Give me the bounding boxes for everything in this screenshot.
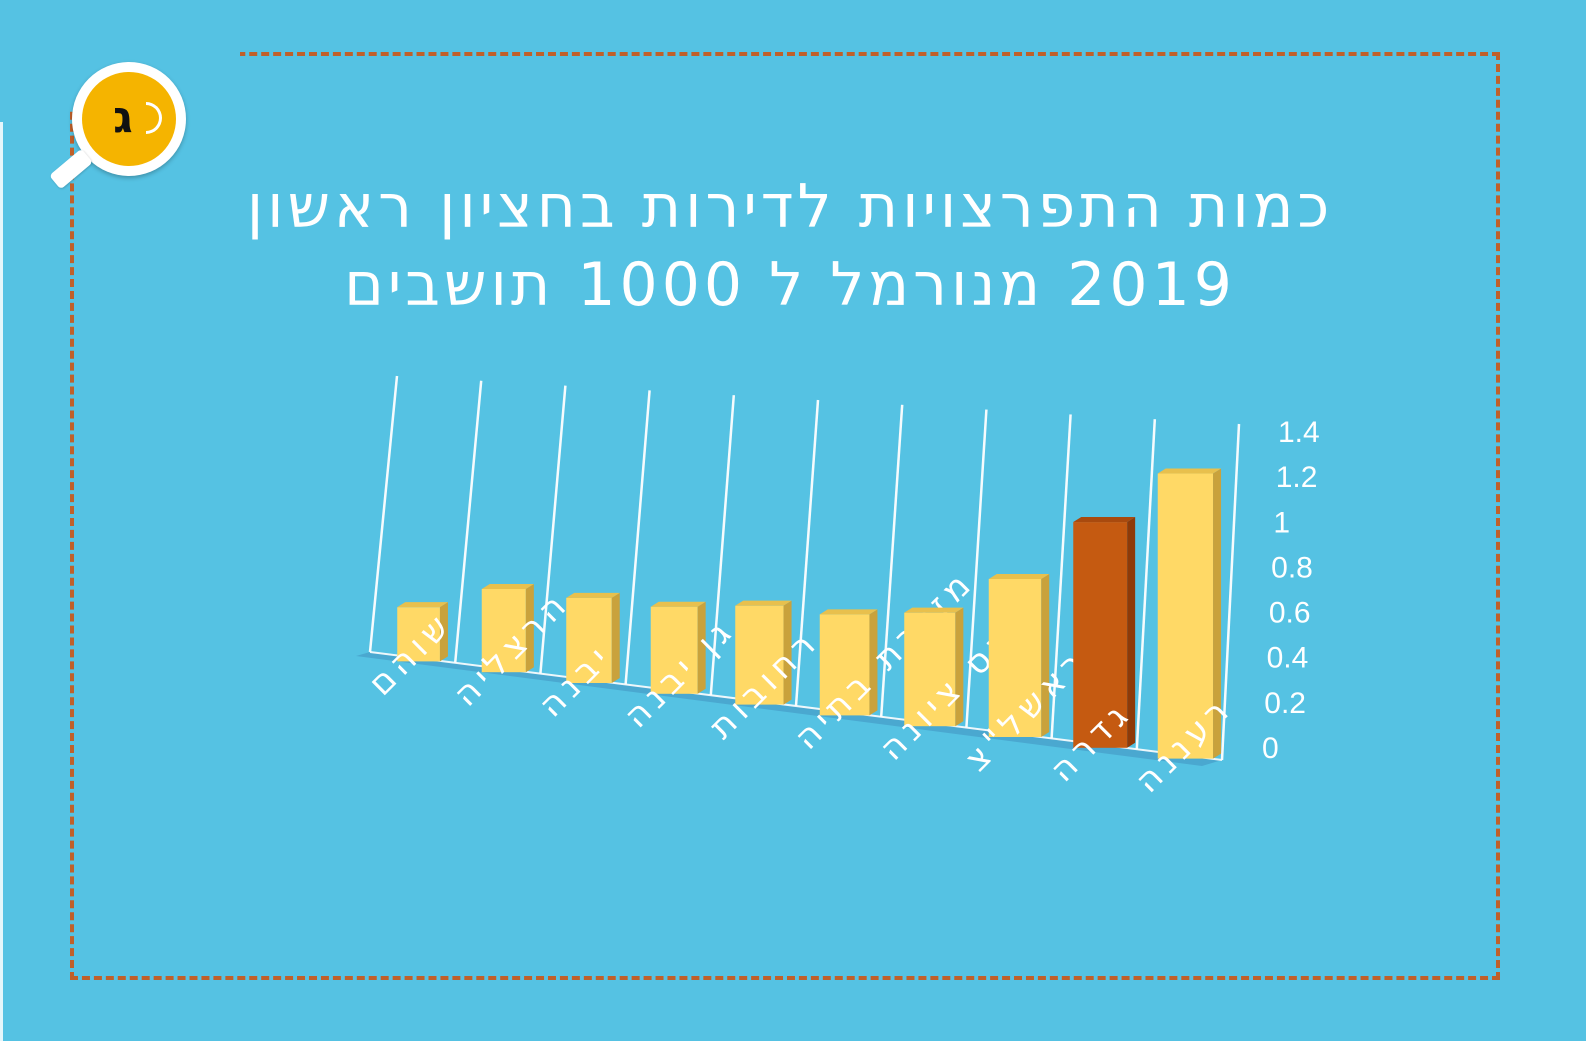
bar-top — [566, 592, 620, 598]
bar — [566, 597, 612, 683]
bar-top — [904, 607, 964, 613]
y-tick-label: 0 — [1262, 732, 1279, 765]
bar — [735, 605, 784, 705]
bar-side — [1127, 517, 1136, 748]
bar — [650, 606, 698, 694]
y-tick-label: 0.8 — [1271, 551, 1313, 584]
chart-title-line1: כמות התפרצויות לדירות בחציון ראשון — [246, 172, 1334, 242]
bar-side — [525, 583, 534, 673]
grid-line — [709, 395, 736, 696]
grid-line — [965, 409, 988, 728]
bar-top — [481, 583, 534, 589]
bar — [397, 607, 440, 662]
dashed-frame — [70, 52, 1500, 980]
y-tick-label: 1.4 — [1278, 416, 1320, 449]
bar-top — [650, 601, 706, 607]
grid-line — [368, 375, 399, 653]
y-tick-label: 1.2 — [1276, 461, 1318, 494]
bar-top — [1157, 468, 1222, 474]
bar-side — [697, 601, 706, 694]
grid-line — [794, 399, 820, 707]
bar-side — [611, 592, 620, 683]
bar-top — [735, 600, 792, 606]
bar-side — [783, 600, 792, 705]
chart-title-line2: 2019 מנורמל ל 1000 תושבים — [344, 250, 1236, 320]
grid-line — [453, 380, 483, 663]
bar-top — [988, 573, 1050, 579]
bar-top — [397, 602, 448, 608]
edge-line — [0, 122, 3, 1041]
bar — [988, 578, 1042, 737]
bar — [1157, 473, 1214, 759]
bar — [1073, 522, 1128, 748]
bar-top — [1073, 517, 1136, 523]
grid-line — [879, 404, 904, 717]
y-tick-label: 1 — [1273, 506, 1290, 539]
grid-line — [539, 385, 567, 674]
y-tick-label: 0.4 — [1267, 642, 1309, 675]
bar-side — [1213, 468, 1222, 759]
chart-title: כמות התפרצויות לדירות בחציון ראשון 2019 … — [140, 168, 1440, 324]
badge-magnifier-icon: ג — [72, 62, 186, 176]
bar-top — [819, 609, 878, 615]
y-tick-label: 0.2 — [1264, 687, 1306, 720]
grid-line — [1050, 414, 1072, 739]
grid-line — [1135, 419, 1157, 750]
bar-side — [439, 602, 448, 662]
grid-line — [624, 390, 651, 685]
bar-side — [869, 609, 878, 716]
bar — [481, 588, 526, 673]
grid-line — [1220, 423, 1241, 761]
y-tick-label: 0.6 — [1269, 597, 1311, 630]
badge-letter: ג — [113, 91, 133, 143]
bar — [819, 614, 870, 716]
bar-side — [1041, 573, 1050, 737]
badge-inner: ג — [82, 72, 176, 166]
bar — [904, 612, 956, 727]
bar-side — [955, 607, 964, 727]
